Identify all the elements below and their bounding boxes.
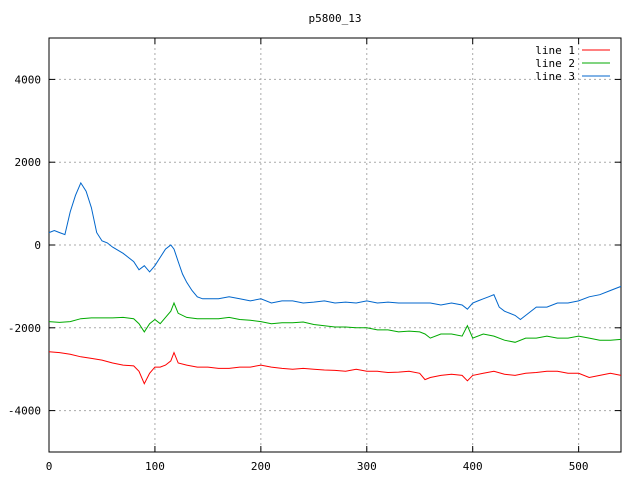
x-tick-label: 100 bbox=[145, 460, 165, 473]
y-tick-label: 0 bbox=[34, 239, 41, 252]
legend-label-3: line 3 bbox=[535, 70, 575, 83]
legend-label-1: line 1 bbox=[535, 44, 575, 57]
axis-ticks: 0 100 200 300 400 500 -4000 -2000 0 2000 4000 bbox=[8, 38, 621, 473]
chart-title: p5800_13 bbox=[309, 12, 362, 25]
series-line-3 bbox=[48, 181, 622, 321]
grid bbox=[49, 38, 621, 452]
series-group bbox=[48, 181, 622, 385]
legend-label-2: line 2 bbox=[535, 57, 575, 70]
x-tick-label: 500 bbox=[569, 460, 589, 473]
y-tick-label: -2000 bbox=[8, 322, 41, 335]
y-tick-label: 2000 bbox=[15, 156, 42, 169]
y-tick-label: -4000 bbox=[8, 405, 41, 418]
x-tick-label: 0 bbox=[46, 460, 53, 473]
x-tick-label: 300 bbox=[357, 460, 377, 473]
x-tick-label: 200 bbox=[251, 460, 271, 473]
series-line-2 bbox=[48, 301, 622, 343]
series-line-1 bbox=[48, 351, 622, 385]
y-tick-label: 4000 bbox=[15, 73, 42, 86]
x-tick-label: 400 bbox=[463, 460, 483, 473]
